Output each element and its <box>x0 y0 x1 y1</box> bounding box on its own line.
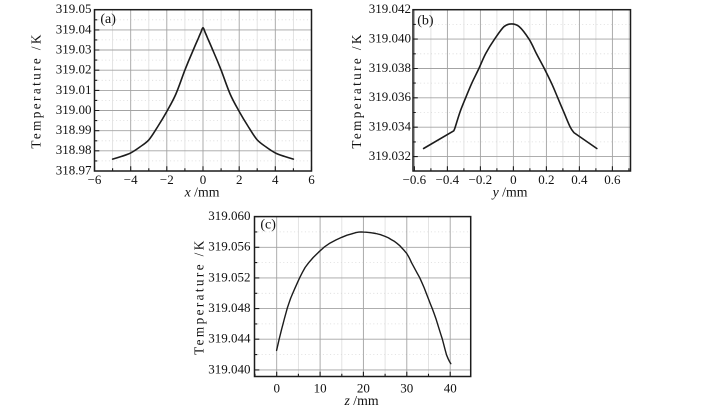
svg-text:0: 0 <box>510 172 517 187</box>
svg-text:x /mm: x /mm <box>184 184 220 199</box>
svg-text:0.4: 0.4 <box>571 172 588 187</box>
svg-text:319.05: 319.05 <box>56 1 92 16</box>
svg-text:0: 0 <box>200 172 207 187</box>
svg-text:6: 6 <box>308 172 315 187</box>
svg-text:−0.2: −0.2 <box>469 172 493 187</box>
svg-text:−0.6: −0.6 <box>403 172 427 187</box>
svg-text:Temperature /K: Temperature /K <box>29 32 44 149</box>
svg-text:Temperature /K: Temperature /K <box>192 238 207 355</box>
svg-text:319.04: 319.04 <box>56 21 92 36</box>
svg-text:(c): (c) <box>260 218 276 233</box>
svg-text:40: 40 <box>444 381 457 396</box>
svg-text:0: 0 <box>273 381 280 396</box>
svg-text:0.2: 0.2 <box>538 172 554 187</box>
svg-text:30: 30 <box>400 381 413 396</box>
svg-text:(b): (b) <box>417 14 434 29</box>
svg-text:319.048: 319.048 <box>208 300 250 315</box>
svg-text:20: 20 <box>357 381 370 396</box>
svg-text:319.038: 319.038 <box>369 60 411 75</box>
svg-text:319.042: 319.042 <box>369 1 411 16</box>
svg-text:318.99: 318.99 <box>56 122 92 137</box>
svg-text:4: 4 <box>272 172 279 187</box>
svg-text:y /mm: y /mm <box>491 184 528 199</box>
svg-text:319.01: 319.01 <box>56 82 92 97</box>
svg-text:318.97: 318.97 <box>56 162 92 177</box>
svg-text:319.040: 319.040 <box>369 31 411 46</box>
svg-text:319.056: 319.056 <box>208 239 251 254</box>
svg-text:319.036: 319.036 <box>369 89 412 104</box>
svg-text:319.052: 319.052 <box>208 269 250 284</box>
svg-text:319.044: 319.044 <box>208 331 251 346</box>
svg-text:Temperature /K: Temperature /K <box>349 32 364 149</box>
svg-text:319.00: 319.00 <box>56 102 92 117</box>
svg-text:−6: −6 <box>88 172 102 187</box>
svg-text:−0.4: −0.4 <box>436 172 460 187</box>
svg-text:(a): (a) <box>100 12 116 27</box>
svg-text:319.060: 319.060 <box>208 208 250 223</box>
svg-text:318.98: 318.98 <box>56 142 92 157</box>
svg-text:10: 10 <box>314 381 327 396</box>
svg-text:−4: −4 <box>124 172 138 187</box>
svg-text:319.03: 319.03 <box>56 41 92 56</box>
svg-text:319.040: 319.040 <box>208 361 250 376</box>
svg-text:z /mm: z /mm <box>343 393 378 408</box>
svg-text:−2: −2 <box>160 172 174 187</box>
svg-text:0.6: 0.6 <box>604 172 621 187</box>
svg-text:2: 2 <box>236 172 243 187</box>
svg-text:319.02: 319.02 <box>56 62 92 77</box>
svg-text:319.032: 319.032 <box>369 148 411 163</box>
svg-text:319.034: 319.034 <box>369 119 412 134</box>
